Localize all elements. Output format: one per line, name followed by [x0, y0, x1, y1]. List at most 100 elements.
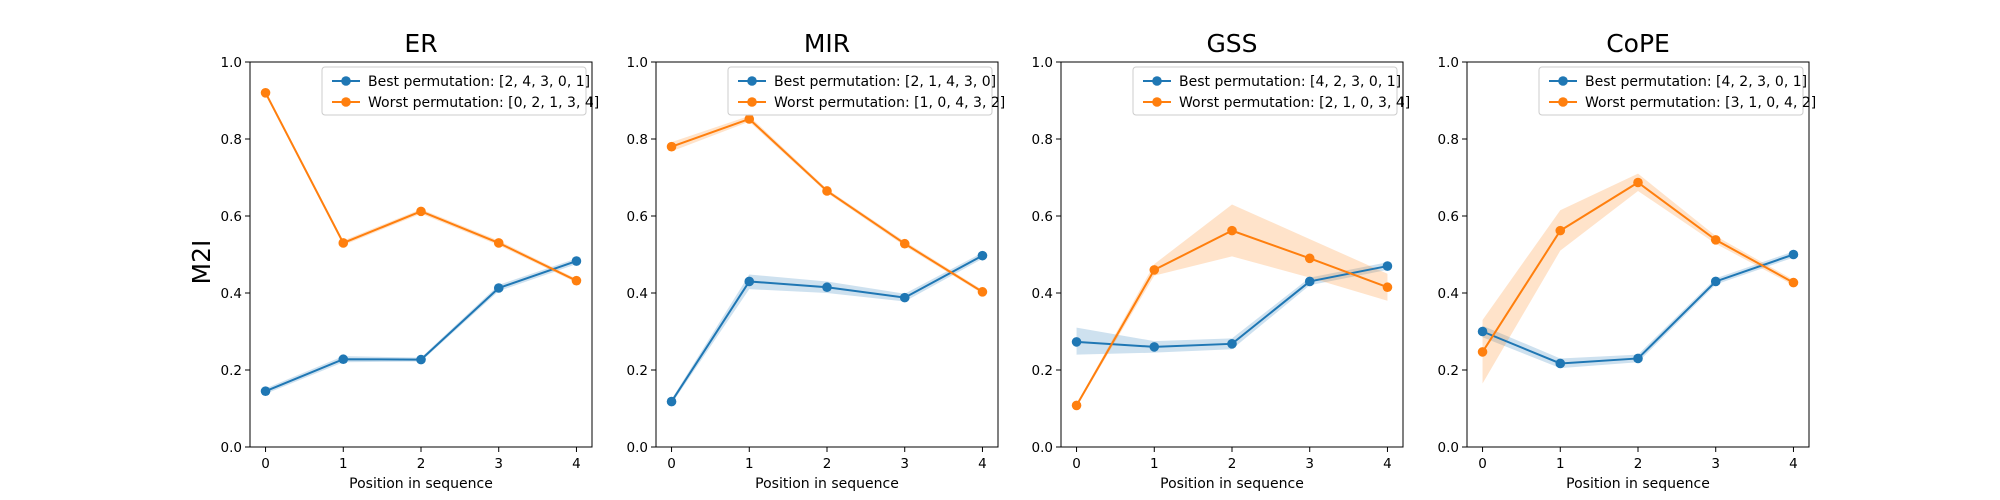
data-point [1382, 261, 1393, 271]
data-point [1633, 353, 1643, 364]
x-axis-label: Position in sequence [1566, 476, 1710, 492]
legend-swatch-marker [1558, 97, 1568, 107]
x-tick-label: 1 [1556, 456, 1565, 472]
legend-label: Best permutation: [4, 2, 3, 0, 1] [1179, 74, 1401, 90]
data-point [1149, 342, 1160, 352]
y-tick-label: 1.0 [221, 55, 242, 71]
x-tick-label: 4 [1383, 456, 1392, 472]
data-point [1710, 276, 1721, 287]
y-tick-label: 0.2 [1438, 363, 1459, 379]
legend-label: Worst permutation: [1, 0, 4, 3, 2] [774, 95, 1005, 111]
plot-frame [1466, 61, 1810, 448]
data-point [260, 386, 271, 396]
data-point [260, 88, 271, 98]
data-point [899, 292, 910, 303]
x-tick-label: 0 [1072, 456, 1081, 472]
chart-title: CoPE [1606, 29, 1670, 58]
data-point [1071, 400, 1082, 411]
data-point [744, 114, 755, 124]
data-point [493, 238, 504, 248]
confidence-band [265, 90, 577, 283]
data-point [1304, 253, 1315, 264]
legend-swatch-marker [747, 97, 757, 107]
series-line [265, 260, 577, 393]
x-tick-label: 3 [494, 456, 503, 472]
data-point [1227, 225, 1237, 236]
data-point [1149, 265, 1160, 275]
data-point [1633, 177, 1643, 188]
data-point [416, 206, 426, 217]
data-point [338, 238, 349, 248]
legend-box [1132, 66, 1398, 116]
data-point [1477, 347, 1488, 357]
data-point [416, 354, 426, 365]
data-point [1227, 339, 1237, 349]
x-tick-label: 4 [572, 456, 581, 472]
y-tick-label: 0.6 [1438, 209, 1459, 225]
data-point [1071, 337, 1082, 347]
x-tick-label: 4 [1789, 456, 1798, 472]
legend-label: Best permutation: [2, 1, 4, 3, 0] [774, 74, 996, 90]
chart-title: ER [404, 29, 437, 58]
legend-swatch-marker [1152, 76, 1162, 86]
y-tick-label: 0.4 [1032, 286, 1053, 302]
series-line [264, 92, 577, 282]
y-tick-label: 0.8 [627, 132, 648, 148]
legend-label: Best permutation: [2, 4, 3, 0, 1] [368, 74, 590, 90]
data-point [1788, 249, 1799, 260]
legend-label: Worst permutation: [0, 2, 1, 3, 4] [368, 95, 599, 111]
x-tick-label: 0 [261, 456, 270, 472]
chart-title: MIR [804, 29, 850, 58]
x-tick-label: 1 [339, 456, 348, 472]
legend-box [1538, 66, 1804, 116]
x-axis-label: Position in sequence [755, 476, 899, 492]
y-tick-label: 0.2 [627, 363, 648, 379]
data-point [666, 141, 677, 152]
y-tick-label: 0.6 [221, 209, 242, 225]
legend-swatch-marker [747, 76, 757, 86]
x-axis-label: Position in sequence [1160, 476, 1304, 492]
data-point [1477, 326, 1488, 337]
y-tick-label: 0.6 [627, 209, 648, 225]
y-axis-label: M2I [187, 240, 216, 285]
confidence-band [671, 115, 983, 294]
data-point [1555, 225, 1566, 236]
series-line [671, 117, 983, 293]
y-tick-label: 0.0 [627, 440, 648, 456]
legend-swatch-marker [1152, 97, 1162, 107]
y-tick-label: 0.4 [221, 286, 242, 302]
legend-swatch-marker [341, 76, 351, 86]
y-tick-label: 1.0 [1032, 55, 1053, 71]
x-tick-label: 0 [667, 456, 676, 472]
confidence-band [265, 258, 577, 394]
data-point [744, 276, 755, 287]
legend-swatch-marker [341, 97, 351, 107]
x-tick-label: 3 [1711, 456, 1720, 472]
chart-panel-cope: 0 1 2 3 4 0.0 0.2 0.4 0.6 0.8 1.0 CoPE Position in s… [1438, 29, 1817, 492]
x-tick-label: 0 [1478, 456, 1487, 472]
y-tick-label: 0.8 [221, 132, 242, 148]
legend-label: Worst permutation: [2, 1, 0, 3, 4] [1179, 95, 1410, 111]
data-point [571, 275, 582, 286]
plot-frame [655, 61, 999, 448]
y-tick-label: 0.0 [1438, 440, 1459, 456]
data-point [1555, 358, 1566, 369]
data-point [1304, 276, 1315, 287]
y-tick-label: 0.8 [1032, 132, 1053, 148]
x-tick-label: 1 [745, 456, 754, 472]
chart-panel-mir: 0 1 2 3 4 0.0 0.2 0.4 0.6 0.8 1.0 MIR Position in se… [627, 29, 1006, 492]
data-point [1710, 235, 1721, 245]
chart-title: GSS [1206, 29, 1257, 58]
legend-box [727, 66, 993, 116]
data-point [571, 256, 582, 266]
data-point [822, 282, 832, 293]
chart-panel-er: 0 1 2 3 4 0.0 0.2 0.4 0.6 0.8 1.0 ER Position in seq… [221, 29, 600, 492]
x-tick-label: 3 [1305, 456, 1314, 472]
data-point [1788, 277, 1799, 288]
x-tick-label: 4 [978, 456, 987, 472]
y-tick-label: 0.0 [221, 440, 242, 456]
data-point [666, 396, 677, 407]
y-tick-label: 0.2 [1032, 363, 1053, 379]
legend-box [321, 66, 587, 116]
